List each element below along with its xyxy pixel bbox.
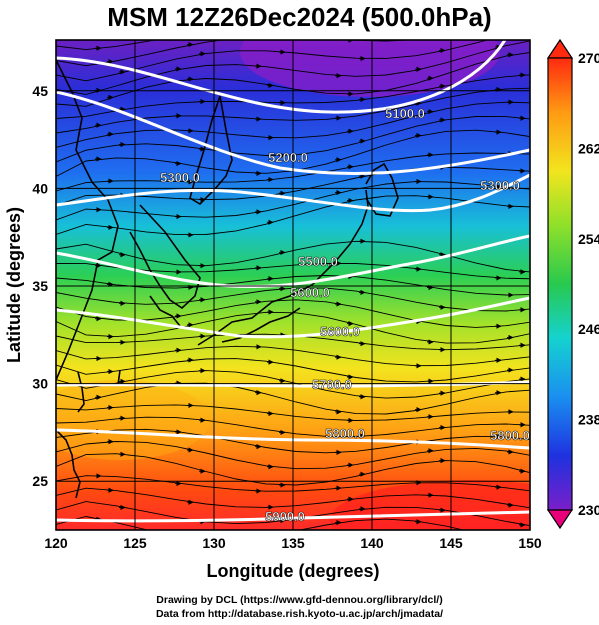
x-tick-label: 150 — [518, 535, 542, 551]
streamline — [56, 240, 530, 273]
plot-frame — [55, 39, 531, 531]
x-tick-label: 145 — [439, 535, 463, 551]
x-tick-label: 120 — [44, 535, 68, 551]
streamline — [56, 287, 530, 312]
streamline — [56, 40, 490, 82]
coastlines — [56, 59, 399, 499]
streamline — [56, 453, 530, 486]
contour-label: 5600.0 — [320, 324, 360, 339]
streamline — [56, 152, 530, 192]
streamline — [56, 40, 530, 95]
colorbar-top-triangle — [546, 38, 574, 59]
x-tick-labels: 120 125 130 135 140 145 150 — [44, 535, 542, 551]
colorbar-gradient — [547, 57, 573, 511]
x-tick-label: 140 — [360, 535, 384, 551]
y-axis-label: Latitude (degrees) — [4, 207, 24, 363]
y-tick-label: 45 — [32, 83, 48, 99]
streamline — [56, 275, 530, 296]
x-tick-label: 135 — [281, 535, 305, 551]
map-title: MSM 12Z26Dec2024 (500.0hPa) — [107, 2, 492, 32]
streamline — [56, 416, 530, 437]
streamline — [56, 101, 530, 148]
warm-region — [330, 480, 530, 530]
streamline — [56, 358, 530, 383]
streamline — [56, 195, 530, 236]
streamline — [56, 428, 530, 454]
wind-streamlines — [56, 40, 530, 530]
y-tick-label: 30 — [32, 376, 48, 392]
contour-label: 5100.0 — [385, 106, 425, 121]
plot-area — [56, 40, 530, 530]
y-tick-label: 40 — [32, 180, 48, 196]
streamline — [56, 516, 465, 530]
y-tick-label: 25 — [32, 473, 48, 489]
colorbar-tick-labels: 270 262 254 246 238 230 — [578, 50, 599, 518]
streamline — [56, 441, 530, 470]
streamline — [56, 166, 530, 206]
colorbar-tick-label: 270 — [578, 50, 599, 66]
streamline — [56, 487, 530, 509]
warm-west-region — [56, 380, 210, 460]
contour-labels: 5100.0 5200.0 5300.0 5300.0 5500.0 5600.0 5600… — [160, 106, 530, 525]
contour-label: 5900.0 — [265, 509, 305, 524]
y-tick-label: 35 — [32, 278, 48, 294]
contour-label: 5800.0 — [325, 426, 365, 441]
colorbar-bottom-triangle — [546, 509, 574, 530]
height-contours — [56, 40, 530, 523]
contour-label: 5300.0 — [480, 178, 520, 193]
x-tick-label: 125 — [123, 535, 147, 551]
credit-line-1: Drawing by DCL (https://www.gfd-dennou.o… — [156, 594, 443, 606]
colorbar-tick-label: 246 — [578, 321, 599, 337]
colorbar-tick-label: 238 — [578, 412, 599, 428]
streamline — [56, 181, 530, 221]
contour-label: 5800.0 — [490, 428, 530, 443]
contour-label: 5300.0 — [160, 170, 200, 185]
streamline — [56, 475, 530, 492]
y-tick-labels: 25 30 35 40 45 — [32, 83, 48, 489]
contour-label: 5200.0 — [268, 150, 308, 165]
streamline — [56, 87, 530, 134]
contour-label: 5500.0 — [298, 254, 338, 269]
streamline — [56, 40, 158, 51]
streamline — [56, 40, 418, 67]
streamline — [56, 345, 530, 367]
contour-label: 5700.0 — [312, 377, 352, 392]
contour-label: 5600.0 — [290, 285, 330, 300]
credit-line-2: Data from http://database.rish.kyoto-u.a… — [155, 608, 444, 620]
streamline — [56, 382, 530, 415]
x-tick-label: 130 — [202, 535, 226, 551]
colorbar: 270 262 254 246 238 230 — [546, 38, 599, 530]
streamline — [56, 311, 530, 344]
colorbar-tick-label: 230 — [578, 502, 599, 518]
colorbar-tick-label: 254 — [578, 231, 599, 247]
streamline — [56, 116, 530, 163]
colorbar-tick-label: 262 — [578, 140, 599, 156]
streamline — [56, 404, 530, 421]
x-axis-label: Longitude (degrees) — [206, 561, 379, 581]
